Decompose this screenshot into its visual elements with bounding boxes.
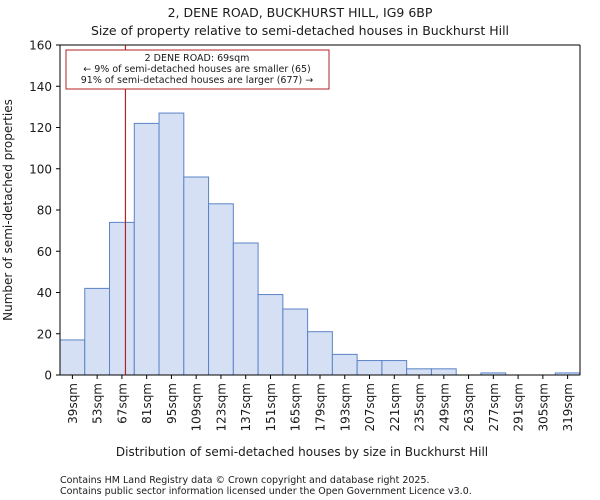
x-tick-label: 95sqm	[165, 383, 179, 424]
y-axis: 0 20 40 60 80 100 120 140 160	[29, 39, 60, 383]
chart-subtitle: Size of property relative to semi-detach…	[91, 23, 509, 38]
y-tick-label: 40	[37, 286, 52, 300]
bar-207sqm	[356, 360, 383, 376]
y-tick-label: 20	[37, 327, 52, 341]
footer-line2: Contains public sector information licen…	[60, 486, 472, 497]
x-tick-label: 123sqm	[214, 383, 228, 431]
y-tick-label: 60	[37, 245, 52, 259]
bar-39sqm	[59, 339, 86, 376]
x-tick-label: 277sqm	[487, 383, 501, 431]
bar-151sqm	[257, 294, 284, 376]
marker-annotation: 2 DENE ROAD: 69sqm ← 9% of semi-detached…	[65, 49, 330, 90]
x-tick-label: 39sqm	[66, 383, 80, 424]
annotation-line1: 2 DENE ROAD: 69sqm	[145, 53, 250, 64]
x-tick-label: 235sqm	[413, 383, 427, 431]
annotation-line3: 91% of semi-detached houses are larger (…	[81, 75, 314, 86]
y-tick-label: 160	[29, 39, 52, 53]
bars-group	[59, 112, 581, 376]
x-tick-label: 67sqm	[115, 383, 129, 424]
annotation-box	[65, 49, 330, 90]
bar-179sqm	[307, 331, 333, 376]
footer-line1: Contains HM Land Registry data © Crown c…	[60, 475, 430, 486]
y-tick-label: 0	[44, 369, 52, 383]
bar-193sqm	[331, 353, 358, 376]
y-tick-label: 80	[37, 204, 52, 218]
bar-67sqm	[109, 221, 135, 376]
x-tick-label: 221sqm	[388, 383, 402, 431]
x-tick-label: 291sqm	[512, 383, 526, 431]
bar-235sqm	[406, 368, 432, 376]
x-tick-label: 249sqm	[437, 383, 451, 431]
chart-title: 2, DENE ROAD, BUCKHURST HILL, IG9 6BP	[168, 5, 433, 20]
x-tick-label: 53sqm	[91, 383, 105, 424]
x-tick-label: 179sqm	[314, 383, 328, 431]
x-tick-label: 137sqm	[239, 383, 253, 431]
x-tick-label: 263sqm	[462, 383, 476, 431]
bar-81sqm	[133, 122, 160, 376]
y-axis-label: Number of semi-detached properties	[1, 99, 15, 321]
bar-137sqm	[232, 242, 259, 376]
x-tick-label: 81sqm	[140, 383, 154, 424]
bar-249sqm	[430, 368, 457, 376]
x-axis: 39sqm 53sqm 67sqm 81sqm 95sqm 109sqm 123sqm 137…	[66, 375, 575, 431]
bar-123sqm	[208, 203, 234, 376]
y-tick-label: 140	[29, 80, 52, 94]
x-tick-label: 207sqm	[363, 383, 377, 431]
x-tick-label: 151sqm	[264, 383, 278, 431]
x-tick-label: 319sqm	[561, 383, 575, 431]
bar-221sqm	[381, 360, 408, 376]
y-tick-label: 120	[29, 121, 52, 135]
y-tick-label: 100	[29, 162, 52, 176]
bar-95sqm	[158, 112, 185, 376]
bar-109sqm	[183, 176, 210, 376]
annotation-line2: ← 9% of semi-detached houses are smaller…	[83, 64, 311, 75]
x-tick-label: 165sqm	[289, 383, 303, 431]
x-tick-label: 193sqm	[338, 383, 352, 431]
bar-53sqm	[84, 287, 111, 376]
bar-165sqm	[282, 308, 309, 376]
x-axis-label: Distribution of semi-detached houses by …	[116, 445, 488, 459]
x-tick-label: 305sqm	[536, 383, 550, 431]
x-tick-label: 109sqm	[190, 383, 204, 431]
